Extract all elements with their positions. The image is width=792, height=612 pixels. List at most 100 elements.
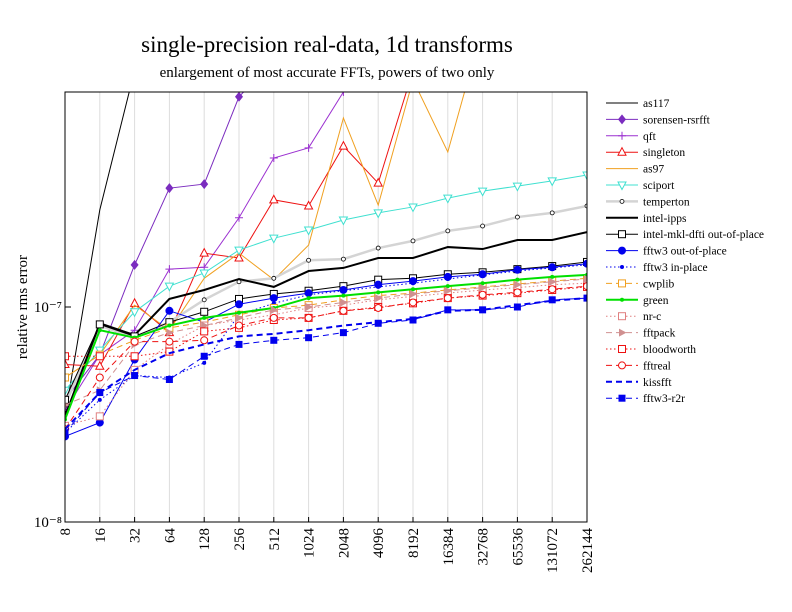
marker bbox=[513, 288, 522, 297]
marker bbox=[515, 269, 520, 274]
marker bbox=[409, 298, 417, 307]
plot-area bbox=[65, 92, 587, 441]
x-tick-label: 4096 bbox=[371, 528, 387, 559]
marker bbox=[95, 320, 104, 329]
legend-label: green bbox=[643, 295, 669, 307]
marker bbox=[618, 312, 626, 321]
marker bbox=[480, 281, 485, 286]
marker bbox=[444, 286, 453, 295]
marker bbox=[339, 306, 348, 315]
legend-label: fftw3-r2r bbox=[643, 393, 685, 405]
x-tick-label: 32 bbox=[128, 528, 144, 543]
marker bbox=[618, 131, 626, 140]
marker bbox=[618, 279, 626, 288]
legend-label: kissfft bbox=[643, 377, 672, 389]
marker bbox=[269, 313, 278, 322]
series-line bbox=[65, 273, 587, 420]
marker bbox=[200, 336, 209, 345]
marker bbox=[445, 276, 450, 281]
marker bbox=[584, 274, 587, 283]
marker bbox=[237, 310, 241, 315]
marker bbox=[620, 297, 624, 302]
marker bbox=[65, 358, 70, 369]
marker bbox=[130, 352, 139, 361]
marker bbox=[235, 92, 243, 102]
marker bbox=[199, 269, 210, 279]
marker bbox=[95, 373, 104, 382]
series-line bbox=[65, 278, 587, 406]
marker bbox=[618, 114, 626, 125]
legend-label: temperton bbox=[643, 196, 690, 208]
series-line bbox=[65, 92, 345, 411]
marker bbox=[201, 297, 207, 303]
marker bbox=[617, 181, 627, 191]
marker bbox=[235, 300, 243, 309]
marker bbox=[164, 282, 175, 292]
x-tick-label: 2048 bbox=[336, 528, 352, 558]
marker bbox=[376, 290, 381, 295]
marker bbox=[129, 308, 140, 318]
marker bbox=[95, 352, 104, 361]
series-line bbox=[65, 92, 130, 417]
series-line bbox=[65, 282, 587, 427]
marker bbox=[550, 265, 555, 270]
marker bbox=[167, 323, 172, 328]
marker bbox=[550, 274, 555, 279]
marker bbox=[618, 394, 626, 402]
marker bbox=[445, 228, 451, 234]
marker bbox=[303, 200, 314, 210]
x-tick-label: 262144 bbox=[580, 528, 596, 574]
marker bbox=[270, 305, 279, 314]
marker bbox=[480, 272, 485, 277]
marker bbox=[270, 336, 278, 344]
series-line bbox=[65, 297, 587, 434]
marker bbox=[618, 345, 626, 353]
series-line bbox=[65, 286, 587, 357]
marker bbox=[268, 194, 279, 204]
marker bbox=[97, 397, 102, 402]
series-line bbox=[65, 174, 587, 391]
marker bbox=[512, 182, 523, 192]
marker bbox=[583, 294, 587, 302]
marker bbox=[408, 203, 418, 213]
marker bbox=[477, 187, 488, 197]
marker bbox=[65, 429, 69, 437]
marker bbox=[305, 334, 313, 342]
x-tick-label: 65536 bbox=[510, 528, 526, 566]
marker bbox=[129, 297, 140, 307]
series-line bbox=[65, 285, 587, 430]
legend-label: as117 bbox=[643, 98, 670, 110]
marker bbox=[65, 373, 69, 382]
marker bbox=[410, 289, 418, 298]
marker bbox=[442, 194, 453, 204]
marker bbox=[165, 265, 174, 274]
marker bbox=[235, 213, 243, 222]
marker bbox=[303, 226, 314, 236]
marker bbox=[202, 360, 207, 365]
x-tick-label: 8 bbox=[58, 528, 74, 536]
marker bbox=[130, 337, 139, 346]
legend-label: sciport bbox=[643, 180, 675, 192]
series-line bbox=[65, 263, 587, 437]
marker bbox=[200, 352, 208, 360]
marker bbox=[165, 306, 174, 315]
marker bbox=[304, 143, 313, 152]
series-line bbox=[65, 231, 587, 417]
marker bbox=[165, 183, 174, 194]
legend-label: singleton bbox=[643, 147, 685, 159]
marker bbox=[341, 288, 346, 293]
series-line bbox=[65, 264, 587, 434]
marker bbox=[411, 281, 415, 286]
marker bbox=[269, 154, 278, 163]
marker bbox=[199, 247, 210, 257]
marker bbox=[200, 327, 209, 336]
marker bbox=[304, 313, 313, 322]
legend-label: sorensen-rsrfft bbox=[643, 114, 711, 126]
y-tick-label: 10⁻⁸ bbox=[34, 515, 62, 531]
marker bbox=[202, 315, 207, 320]
marker bbox=[65, 386, 70, 396]
legend-label: bloodworth bbox=[643, 344, 696, 356]
marker bbox=[306, 296, 311, 301]
marker bbox=[618, 230, 626, 239]
marker bbox=[340, 256, 346, 262]
